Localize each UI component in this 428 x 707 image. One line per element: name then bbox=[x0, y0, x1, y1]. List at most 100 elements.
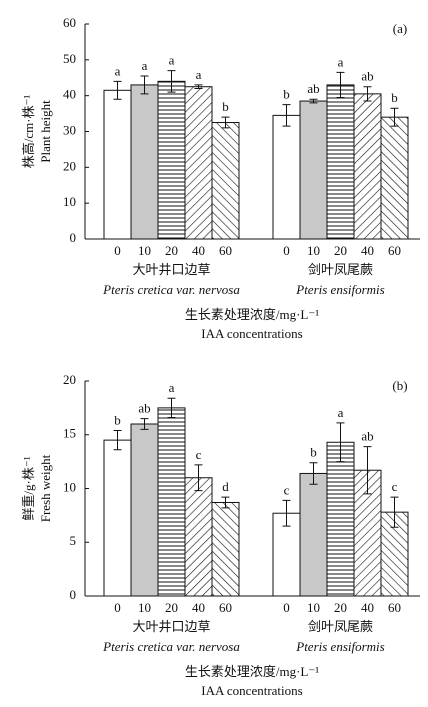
group-latin: Pteris cretica var. nervosa bbox=[102, 639, 240, 654]
x-tick-label: 40 bbox=[192, 600, 205, 615]
group-name: 大叶井口边草 bbox=[132, 619, 210, 634]
significance-letter: b bbox=[310, 445, 317, 460]
bar bbox=[211, 501, 240, 597]
significance-letter: c bbox=[196, 447, 202, 462]
panel-label: (a) bbox=[393, 21, 407, 36]
x-tick-label: 20 bbox=[165, 243, 178, 258]
x-tick-label: 0 bbox=[114, 243, 121, 258]
significance-letter: a bbox=[169, 380, 175, 395]
x-tick-label: 20 bbox=[334, 243, 347, 258]
y-tick-label: 15 bbox=[63, 426, 76, 441]
x-tick-label: 0 bbox=[283, 243, 290, 258]
y-tick-label: 30 bbox=[63, 122, 76, 137]
significance-letter: ab bbox=[361, 69, 373, 84]
significance-letter: b bbox=[222, 99, 229, 114]
significance-letter: a bbox=[142, 58, 148, 73]
bar bbox=[130, 423, 159, 597]
significance-letter: d bbox=[222, 479, 229, 494]
error-bar bbox=[167, 397, 176, 419]
error-bar bbox=[336, 71, 345, 98]
error-bar bbox=[221, 116, 230, 129]
x-tick-label: 60 bbox=[388, 243, 401, 258]
significance-letter: ab bbox=[361, 429, 373, 444]
bar bbox=[184, 477, 213, 597]
error-bar bbox=[390, 496, 399, 528]
y-label: 鲜重/g·株⁻¹ bbox=[21, 456, 36, 520]
bar bbox=[211, 122, 240, 240]
x-tick-label: 10 bbox=[307, 243, 320, 258]
x-label: IAA concentrations bbox=[201, 683, 302, 698]
y-tick-label: 20 bbox=[63, 158, 76, 173]
significance-letter: c bbox=[284, 482, 290, 497]
significance-letter: ab bbox=[307, 81, 319, 96]
x-tick-label: 20 bbox=[165, 600, 178, 615]
y-tick-label: 5 bbox=[70, 533, 77, 548]
y-tick-label: 60 bbox=[63, 15, 76, 30]
bar bbox=[130, 84, 159, 240]
group-latin: Pteris ensiformis bbox=[295, 282, 384, 297]
x-tick-label: 20 bbox=[334, 600, 347, 615]
error-bar bbox=[336, 422, 345, 463]
error-bar bbox=[140, 75, 149, 95]
y-tick-label: 40 bbox=[63, 87, 76, 102]
x-tick-label: 40 bbox=[192, 243, 205, 258]
x-label: IAA concentrations bbox=[201, 326, 302, 341]
group-latin: Pteris ensiformis bbox=[295, 639, 384, 654]
group-name: 剑叶凤尾蕨 bbox=[308, 619, 373, 634]
x-tick-label: 0 bbox=[114, 600, 121, 615]
bar bbox=[272, 114, 301, 240]
significance-letter: ab bbox=[138, 401, 150, 416]
significance-letter: a bbox=[338, 405, 344, 420]
significance-letter: b bbox=[391, 90, 398, 105]
group-name: 大叶井口边草 bbox=[132, 262, 210, 277]
error-bar bbox=[194, 84, 203, 89]
error-bar bbox=[282, 104, 291, 127]
bar bbox=[326, 441, 355, 597]
x-tick-label: 10 bbox=[138, 243, 151, 258]
y-tick-label: 10 bbox=[63, 194, 76, 209]
error-bar bbox=[282, 499, 291, 527]
significance-letter: c bbox=[392, 479, 398, 494]
significance-letter: a bbox=[115, 63, 121, 78]
error-bar bbox=[140, 418, 149, 430]
error-bar bbox=[113, 429, 122, 451]
error-bar bbox=[363, 86, 372, 102]
bar bbox=[380, 116, 409, 240]
y-label: Plant height bbox=[38, 100, 53, 163]
group-name: 剑叶凤尾蕨 bbox=[308, 262, 373, 277]
significance-letter: b bbox=[114, 412, 121, 427]
y-label: 株高/cm·株⁻¹ bbox=[21, 95, 36, 169]
significance-letter: a bbox=[338, 54, 344, 69]
group-latin: Pteris cretica var. nervosa bbox=[102, 282, 240, 297]
x-label: 生长素处理浓度/mg·L⁻¹ bbox=[185, 307, 319, 322]
significance-letter: a bbox=[196, 67, 202, 82]
x-tick-label: 40 bbox=[361, 243, 374, 258]
y-tick-label: 50 bbox=[63, 51, 76, 66]
error-bar bbox=[390, 107, 399, 127]
error-bar bbox=[113, 80, 122, 100]
bar bbox=[326, 84, 355, 240]
bar bbox=[299, 472, 328, 597]
x-label: 生长素处理浓度/mg·L⁻¹ bbox=[185, 664, 319, 679]
x-tick-label: 60 bbox=[388, 600, 401, 615]
error-bar bbox=[221, 496, 230, 509]
y-tick-label: 20 bbox=[63, 372, 76, 387]
x-tick-label: 60 bbox=[219, 243, 232, 258]
error-bar bbox=[363, 446, 372, 495]
bar bbox=[103, 439, 132, 597]
bar bbox=[353, 93, 382, 240]
x-tick-label: 40 bbox=[361, 600, 374, 615]
y-tick-label: 10 bbox=[63, 479, 76, 494]
bar bbox=[157, 80, 186, 240]
error-bar bbox=[309, 462, 318, 485]
bar bbox=[299, 100, 328, 240]
bar bbox=[184, 86, 213, 240]
y-label: Fresh weight bbox=[38, 454, 53, 522]
significance-letter: b bbox=[283, 87, 290, 102]
x-tick-label: 0 bbox=[283, 600, 290, 615]
bar bbox=[157, 407, 186, 597]
x-tick-label: 10 bbox=[307, 600, 320, 615]
y-tick-label: 0 bbox=[70, 230, 77, 245]
significance-letter: a bbox=[169, 53, 175, 68]
